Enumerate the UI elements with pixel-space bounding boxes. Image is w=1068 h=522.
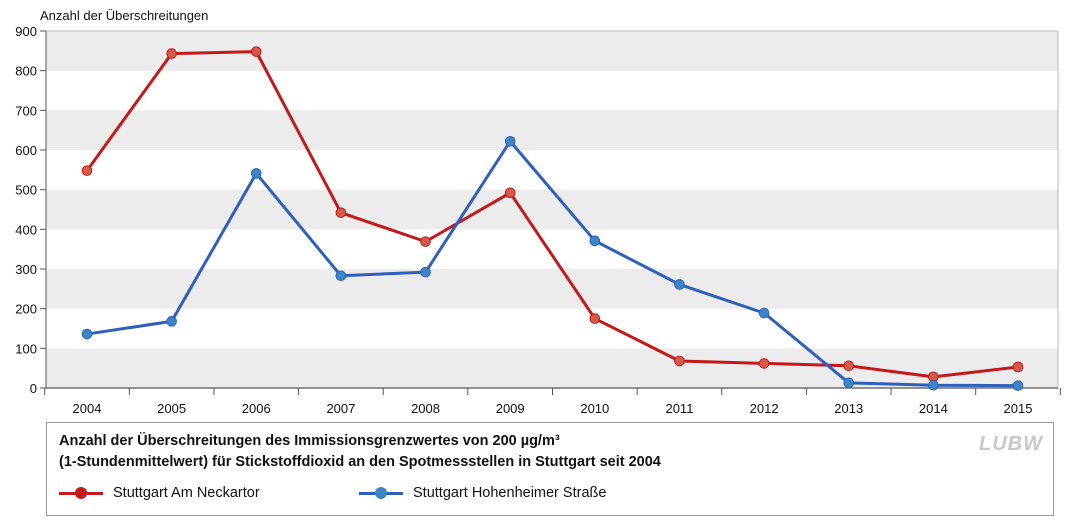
- data-point-1-2: [250, 168, 262, 179]
- series-line-1: [86, 139, 1019, 388]
- grid-band: [46, 269, 1058, 309]
- data-point-0-3: [335, 207, 347, 218]
- data-point-1-7: [674, 279, 685, 290]
- grid-band: [46, 31, 1058, 71]
- caption-line-1: Anzahl der Überschreitungen des Immissio…: [59, 433, 560, 449]
- x-tick-label: 2014: [919, 401, 948, 416]
- data-point-1-0: [81, 328, 93, 340]
- y-axis: 0 100 200 300 400 500 600 700 800 900: [15, 24, 46, 396]
- x-tick-label: 2005: [157, 401, 186, 416]
- data-point-0-5: [504, 187, 516, 199]
- x-tick-label: 2008: [411, 401, 440, 416]
- series-line-0: [85, 50, 1019, 379]
- series-lines: [85, 50, 1019, 388]
- data-point-1-5: [504, 135, 516, 147]
- legend-swatch-hohenheimer: [359, 486, 403, 500]
- data-point-1-6: [589, 235, 601, 247]
- x-axis: 2004 2005 2006 2007 2008 2009 2010 2011 2012 2013…: [44, 388, 1061, 416]
- grid-band: [46, 189, 1058, 230]
- lubw-logo: LUBW: [979, 433, 1043, 455]
- y-axis-label: Anzahl der Überschreitungen: [40, 8, 208, 23]
- data-point-0-9: [843, 360, 855, 372]
- data-point-1-9: [843, 377, 855, 389]
- y-tick-label: 200: [15, 302, 37, 317]
- data-point-1-4: [420, 266, 431, 278]
- y-tick-label: 300: [15, 262, 37, 277]
- data-point-1-11: [1012, 380, 1024, 391]
- legend-item-neckartor: Stuttgart Am Neckartor: [59, 485, 260, 501]
- x-tick-label: 2015: [1004, 401, 1033, 416]
- data-point-0-11: [1012, 361, 1024, 373]
- y-tick-label: 700: [15, 103, 37, 118]
- x-tick-label: 2004: [73, 401, 102, 416]
- y-tick-label: 800: [15, 64, 37, 79]
- data-point-1-8: [758, 307, 770, 319]
- grid-band: [46, 110, 1058, 150]
- y-tick-label: 400: [15, 222, 37, 237]
- data-point-0-6: [589, 313, 601, 324]
- data-point-0-7: [674, 355, 685, 367]
- legend-swatch-neckartor: [59, 486, 103, 500]
- series-points: [81, 46, 1024, 391]
- x-tick-label: 2010: [580, 401, 609, 416]
- legend-label-neckartor: Stuttgart Am Neckartor: [113, 485, 260, 501]
- x-tick-label: 2009: [496, 401, 525, 416]
- legend-box: Anzahl der Überschreitungen des Immissio…: [46, 422, 1054, 516]
- x-tick-label: 2006: [242, 401, 271, 416]
- grid-band: [46, 348, 1058, 388]
- x-tick-label: 2011: [665, 401, 693, 416]
- data-point-0-1: [166, 48, 177, 59]
- y-tick-label: 500: [15, 183, 37, 198]
- legend-item-hohenheimer: Stuttgart Hohenheimer Straße: [359, 485, 606, 501]
- data-point-1-1: [166, 316, 177, 327]
- caption-line-2: (1-Stundenmittelwert) für Stickstoffdiox…: [59, 454, 661, 470]
- y-tick-label: 100: [15, 341, 37, 356]
- data-point-0-0: [81, 165, 93, 176]
- y-tick-label: 0: [30, 381, 37, 396]
- y-tick-label: 600: [15, 143, 37, 158]
- data-point-1-10: [928, 379, 939, 391]
- line-chart: Anzahl der Überschreitungen 0 100 200 300 40…: [15, 8, 1061, 416]
- data-point-0-2: [250, 46, 262, 57]
- x-tick-label: 2012: [750, 401, 779, 416]
- grid-bands: [45, 30, 1059, 389]
- data-point-1-3: [335, 270, 347, 282]
- x-tick-label: 2013: [834, 401, 863, 416]
- y-tick-label: 900: [15, 24, 37, 39]
- legend-label-hohenheimer: Stuttgart Hohenheimer Straße: [413, 485, 607, 501]
- data-point-0-8: [758, 358, 770, 369]
- chart-caption: Anzahl der Überschreitungen des Immissio…: [59, 431, 661, 473]
- x-tick-label: 2007: [326, 401, 355, 416]
- data-point-0-4: [420, 236, 431, 247]
